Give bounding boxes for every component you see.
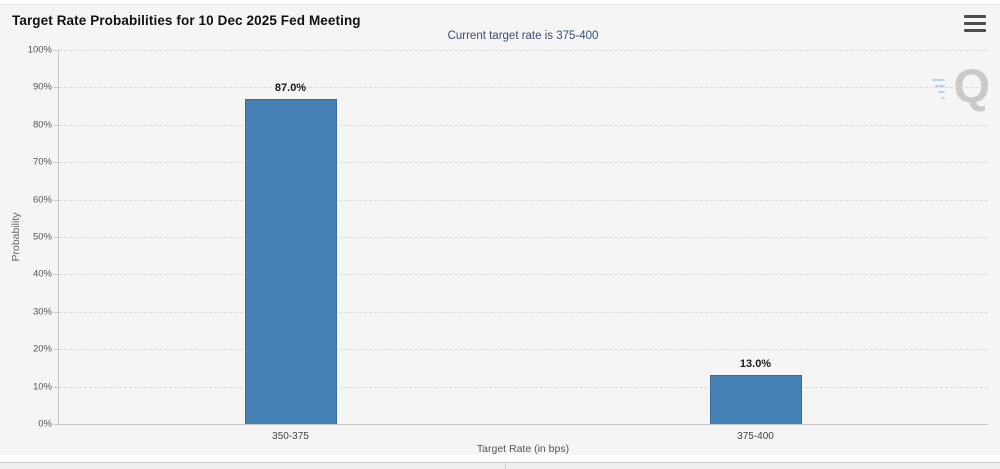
watermark-speed-line [932, 79, 945, 81]
y-tick-mark [54, 311, 58, 313]
y-tick-mark [54, 274, 58, 276]
chart-panel: Target Rate Probabilities for 10 Dec 202… [0, 5, 1000, 455]
y-tick-mark [54, 424, 58, 425]
hamburger-bar [964, 22, 986, 25]
x-axis-title: Target Rate (in bps) [476, 443, 570, 455]
hamburger-bar [964, 15, 986, 18]
gridline [59, 50, 988, 51]
y-tick-label: 30% [32, 306, 52, 318]
gridline [59, 386, 988, 388]
y-tick-mark [54, 237, 58, 238]
bottom-table-divider [505, 463, 506, 469]
y-tick-mark [54, 50, 58, 51]
hamburger-menu-icon[interactable] [964, 14, 986, 33]
quikstrike-watermark: Q [930, 57, 994, 119]
y-tick-mark [54, 124, 58, 126]
gridline [59, 349, 988, 351]
y-tick-label: 10% [32, 381, 52, 393]
watermark-speed-line [938, 91, 945, 93]
y-tick-label: 20% [32, 343, 52, 355]
x-tick-label: 375-400 [737, 431, 774, 442]
gridline [59, 87, 988, 89]
y-tick-label: 70% [32, 156, 52, 168]
chart-subtitle: Current target rate is 375-400 [447, 30, 599, 42]
gridline [59, 162, 988, 164]
y-tick-mark [54, 87, 58, 89]
watermark-speed-line [941, 97, 945, 99]
bar-350-375[interactable] [244, 98, 337, 424]
bar-value-label: 87.0% [274, 81, 307, 94]
bar-375-400[interactable] [709, 375, 802, 424]
y-tick-label: 100% [27, 44, 52, 56]
y-tick-label: 60% [32, 194, 52, 206]
y-tick-label: 50% [32, 231, 52, 243]
hamburger-bar [964, 29, 986, 32]
bottom-table-edge [0, 462, 1000, 469]
gridline [59, 237, 988, 238]
gridline [59, 274, 988, 276]
quikstrike-q-logo-icon: Q [953, 59, 990, 112]
y-tick-label: 40% [32, 268, 52, 280]
y-axis-line [58, 50, 59, 424]
y-tick-mark [54, 349, 58, 351]
bar-value-label: 13.0% [739, 358, 772, 371]
gridline [59, 311, 988, 313]
watermark-speed-line [935, 85, 945, 87]
gridline [59, 124, 988, 126]
top-strip [0, 0, 1000, 5]
x-axis-line [58, 424, 988, 425]
y-tick-label: 90% [32, 81, 52, 93]
x-tick-label: 350-375 [272, 431, 309, 442]
y-tick-label: 0% [38, 418, 52, 430]
gridline [59, 199, 988, 201]
y-tick-mark [54, 162, 58, 164]
y-tick-mark [54, 386, 58, 388]
y-tick-mark [54, 199, 58, 201]
plot-area: Probability Target Rate (in bps) 0% 10% 20… [0, 5, 1000, 455]
y-tick-label: 80% [32, 119, 52, 131]
chart-title: Target Rate Probabilities for 10 Dec 202… [12, 13, 361, 28]
